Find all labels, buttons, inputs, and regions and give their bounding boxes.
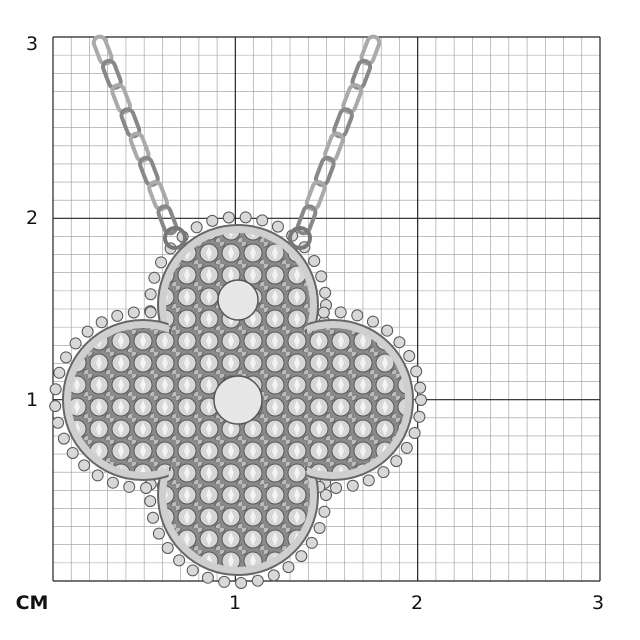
bead: [161, 541, 174, 554]
center-diamond: [213, 375, 263, 425]
chain-link: [156, 204, 179, 236]
bead: [315, 270, 328, 283]
bead: [400, 441, 413, 454]
bead: [305, 536, 318, 549]
x-label-1: 1: [228, 592, 242, 614]
chain-link: [119, 107, 142, 139]
bead: [123, 480, 136, 493]
bead: [66, 446, 79, 459]
bead: [78, 459, 91, 472]
chain-link: [91, 34, 114, 66]
bead: [251, 574, 264, 587]
y-label-1: 1: [25, 389, 39, 411]
bead: [239, 211, 252, 224]
bead: [144, 288, 157, 301]
bead: [413, 410, 426, 423]
bead: [235, 576, 248, 589]
x-label-2: 2: [410, 592, 424, 614]
lobe-diamond: [217, 279, 259, 321]
bead: [190, 221, 203, 234]
chain-link: [147, 180, 169, 212]
bead: [320, 489, 332, 501]
bead: [346, 479, 359, 492]
bead: [148, 271, 161, 284]
bead: [295, 550, 308, 563]
chain-link: [341, 83, 364, 115]
chain-link: [295, 204, 318, 236]
bead: [127, 306, 140, 319]
bead: [57, 432, 70, 445]
unit-label: CM: [15, 592, 49, 614]
bead: [313, 521, 326, 534]
bead: [317, 306, 330, 319]
bead: [403, 350, 416, 362]
bead: [334, 306, 347, 319]
bead: [414, 381, 427, 394]
bead: [152, 527, 165, 540]
bead: [95, 316, 108, 329]
bead: [81, 325, 94, 338]
bead: [308, 255, 321, 267]
bead: [146, 511, 159, 524]
chain-link: [101, 58, 123, 90]
pendant: [49, 211, 427, 589]
chain-link: [350, 58, 373, 90]
chain-link: [128, 131, 151, 163]
chain-link: [138, 155, 160, 187]
bead: [408, 426, 421, 439]
y-label-3: 3: [25, 33, 39, 55]
bead: [69, 337, 82, 350]
bead: [144, 306, 157, 319]
bead: [106, 476, 119, 489]
bail-right: [288, 226, 312, 250]
chain-link: [304, 180, 327, 212]
bead: [390, 455, 403, 468]
bead: [282, 561, 295, 574]
bead: [218, 575, 231, 588]
bead: [53, 366, 66, 379]
bead: [330, 481, 343, 494]
x-label-3: 3: [591, 592, 605, 614]
bail-left: [163, 226, 187, 250]
bead: [366, 315, 379, 328]
bead: [271, 220, 284, 233]
bead: [60, 351, 73, 364]
bead: [140, 481, 153, 494]
bead: [49, 383, 62, 396]
chain-link: [323, 131, 345, 163]
bead: [222, 211, 235, 224]
chain-link: [332, 107, 354, 139]
bead: [91, 469, 104, 482]
bead: [144, 495, 157, 508]
bead: [155, 256, 168, 269]
bead: [267, 569, 280, 582]
bead: [51, 416, 64, 429]
chain-link: [110, 83, 132, 115]
chain: [91, 34, 382, 236]
bead: [377, 466, 390, 479]
bead: [319, 286, 332, 299]
bead: [49, 400, 62, 413]
pave-diamonds: [71, 233, 405, 567]
bead: [351, 309, 364, 322]
bead: [362, 474, 375, 487]
bead: [256, 214, 269, 227]
bead: [206, 214, 219, 227]
bead: [415, 394, 427, 406]
bead: [186, 564, 199, 577]
bead: [381, 324, 394, 337]
bead: [318, 505, 331, 518]
chain-link: [359, 34, 382, 66]
bead: [410, 365, 423, 378]
y-label-2: 2: [25, 207, 39, 229]
bead: [173, 554, 186, 567]
bead: [201, 571, 214, 584]
bead: [393, 336, 406, 349]
chain-link: [313, 155, 336, 187]
bead: [111, 309, 124, 322]
